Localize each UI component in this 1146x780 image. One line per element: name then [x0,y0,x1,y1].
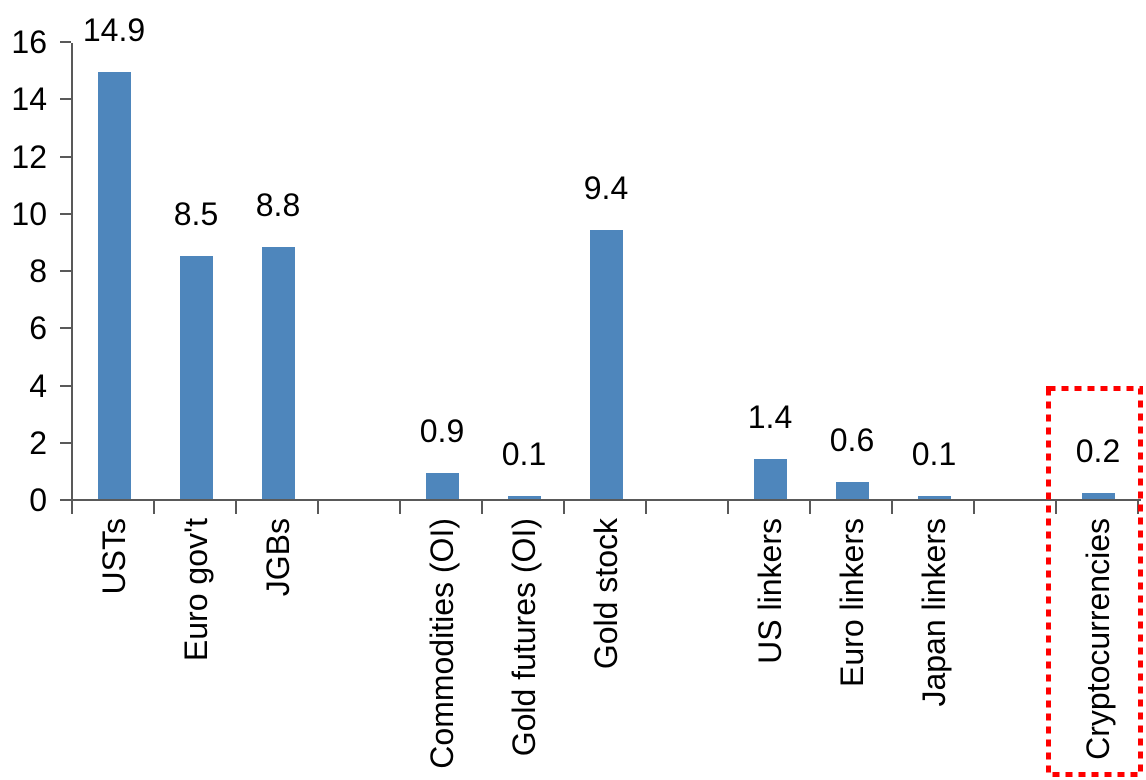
highlight-box [1046,386,1143,777]
y-tick [60,441,71,444]
x-tick [891,501,893,514]
y-tick [60,327,71,330]
category-label-usts: USTs [96,518,132,595]
y-tick-label: 2 [29,424,47,461]
category-label-euro-linkers: Euro linkers [834,518,870,687]
x-tick [235,501,237,514]
bar-us-linkers [753,458,787,499]
category-label-euro-gov-t: Euro gov't [178,518,214,662]
y-tick [60,41,71,43]
category-label-jgbs: JGBs [260,518,296,597]
y-tick-label: 8 [29,253,47,289]
value-label-commodities-oi: 0.9 [419,413,465,450]
category-label-japan-linkers: Japan linkers [916,518,952,707]
y-tick [60,270,71,272]
y-tick [60,155,71,158]
x-axis-line [71,499,1141,501]
y-tick [60,212,71,215]
x-tick [481,501,483,514]
value-label-euro-gov-t: 8.5 [173,195,219,232]
bar-gold-futures-oi [507,496,541,499]
bar-euro-linkers [835,481,869,499]
bar-jgbs [261,247,295,499]
y-axis-line [71,43,73,514]
bar-gold-stock [589,229,623,499]
x-tick [809,501,811,514]
bar-commodities-oi [425,473,459,499]
value-label-usts: 14.9 [82,12,146,49]
category-label-gold-stock: Gold stock [588,518,624,670]
y-tick [60,98,71,101]
x-tick [563,501,565,514]
x-tick [317,501,319,514]
y-tick-label: 14 [11,81,47,118]
category-label-commodities-oi: Commodities (OI) [424,518,460,769]
bar-euro-gov-t [179,255,213,499]
value-label-japan-linkers: 0.1 [911,436,957,473]
value-label-cryptocurrencies: 0.2 [1075,433,1121,470]
x-tick [973,501,975,514]
highlight-rect [1046,386,1143,777]
y-tick-label: 16 [11,24,47,60]
y-tick-label: 0 [29,482,47,518]
x-tick [399,501,401,514]
y-tick-label: 10 [11,195,47,232]
category-label-gold-futures-oi: Gold futures (OI) [506,518,542,757]
y-tick [60,499,71,501]
value-label-gold-stock: 9.4 [583,169,629,206]
x-tick [1055,501,1057,514]
value-label-jgbs: 8.8 [255,187,301,224]
bar-usts [97,72,131,499]
y-tick-label: 6 [29,310,47,347]
x-tick [153,501,155,514]
category-label-us-linkers: US linkers [752,518,788,664]
value-label-euro-linkers: 0.6 [829,421,875,458]
x-tick [727,501,729,514]
value-label-gold-futures-oi: 0.1 [501,436,547,473]
x-tick [645,501,647,514]
value-label-us-linkers: 1.4 [747,398,793,435]
y-tick [60,384,71,387]
y-tick-label: 4 [29,367,47,404]
bar-japan-linkers [917,496,951,499]
y-tick-label: 12 [11,138,47,175]
bar-cryptocurrencies [1081,493,1115,499]
